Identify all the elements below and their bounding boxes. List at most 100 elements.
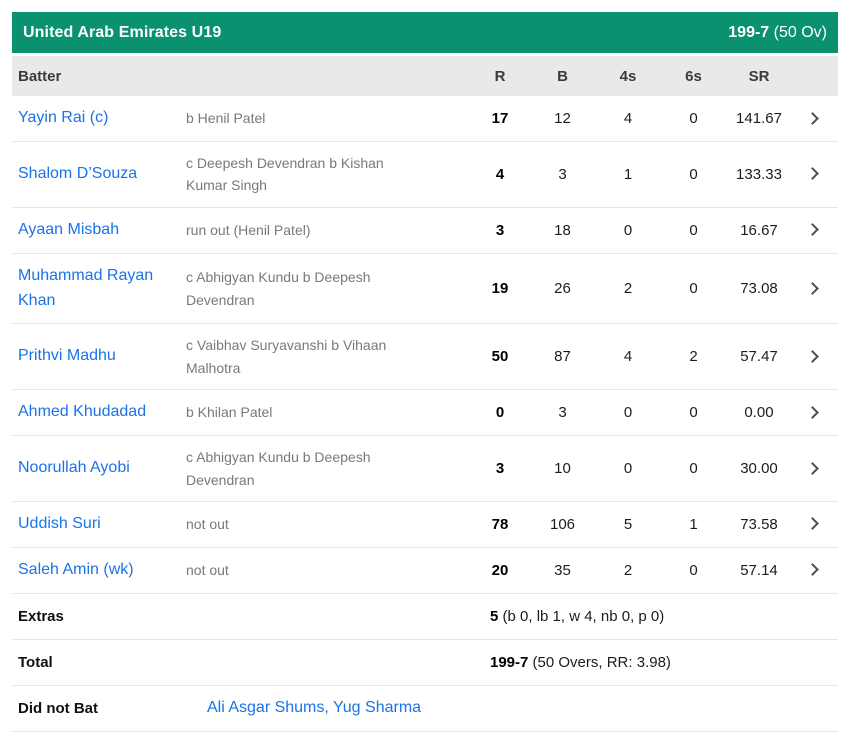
batter-name-link[interactable]: Yayin Rai (c) <box>18 109 109 127</box>
chevron-right-icon[interactable] <box>805 167 819 181</box>
did-not-bat-players[interactable]: Ali Asgar Shums, Yug Sharma <box>207 699 422 717</box>
chevron-right-icon[interactable] <box>805 405 819 419</box>
chevron-right-icon[interactable] <box>805 111 819 125</box>
table-row[interactable]: Noorullah Ayobi c Abhigyan Kundu b Deepe… <box>12 436 838 502</box>
dismissal-text: c Vaibhav Suryavanshi b Vihaan Malhotra <box>186 337 387 376</box>
sixes-cell: 2 <box>689 348 698 366</box>
total-row: Total 199-7 (50 Overs, RR: 3.98) <box>12 639 838 686</box>
team-score: 199-7 (50 Ov) <box>728 24 827 42</box>
sixes-cell: 0 <box>689 221 698 239</box>
dismissal-cell: b Khilan Patel <box>186 401 470 423</box>
batter-name-link[interactable]: Muhammad Rayan Khan <box>18 266 154 309</box>
fours-cell: 0 <box>623 221 633 239</box>
column-batter: Batter <box>18 67 62 85</box>
batter-name-link[interactable]: Noorullah Ayobi <box>18 459 130 477</box>
batter-name-link[interactable]: Saleh Amin (wk) <box>18 561 134 579</box>
strike-rate-cell: 57.47 <box>740 348 778 366</box>
table-row[interactable]: Muhammad Rayan Khan c Abhigyan Kundu b D… <box>12 253 838 325</box>
table-column-header: Batter R B 4s 6s SR <box>12 56 838 96</box>
balls-cell: 18 <box>554 221 571 239</box>
dismissal-text: c Deepesh Devendran b Kishan Kumar Singh <box>186 155 384 194</box>
dismissal-cell: b Henil Patel <box>186 107 470 129</box>
balls-cell: 87 <box>554 348 571 366</box>
table-row[interactable]: Prithvi Madhu c Vaibhav Suryavanshi b Vi… <box>12 324 838 391</box>
row-expand-cell[interactable] <box>792 404 832 422</box>
batter-name-link[interactable]: Prithvi Madhu <box>18 347 116 365</box>
table-row[interactable]: Shalom D’Souza c Deepesh Devendran b Kis… <box>12 142 838 208</box>
column-sixes: 6s <box>685 67 702 85</box>
dismissal-cell: not out <box>186 559 470 581</box>
batter-name-cell: Prithvi Madhu <box>18 344 186 369</box>
row-expand-cell[interactable] <box>792 515 832 533</box>
balls-cell: 12 <box>554 110 571 127</box>
column-strike-rate: SR <box>748 67 770 85</box>
row-expand-cell[interactable] <box>792 460 832 478</box>
row-expand-cell[interactable] <box>792 561 832 579</box>
dismissal-text: c Abhigyan Kundu b Deepesh Devendran <box>186 449 371 488</box>
runs-cell: 3 <box>495 221 505 239</box>
chevron-right-icon[interactable] <box>805 349 819 363</box>
dismissal-text: not out <box>186 516 229 533</box>
chevron-right-icon[interactable] <box>805 461 819 475</box>
row-expand-cell[interactable] <box>792 348 832 366</box>
batter-name-cell: Yayin Rai (c) <box>18 106 186 131</box>
dismissal-cell: c Deepesh Devendran b Kishan Kumar Singh <box>186 152 470 197</box>
row-expand-cell[interactable] <box>792 165 832 183</box>
batter-name-link[interactable]: Ayaan Misbah <box>18 220 120 238</box>
score-value: 199-7 <box>728 23 770 41</box>
fours-cell: 4 <box>623 110 633 127</box>
chevron-right-icon[interactable] <box>805 563 819 577</box>
table-row[interactable]: Ayaan Misbah run out (Henil Patel) 3 18 … <box>12 207 838 254</box>
sixes-cell: 1 <box>689 515 698 533</box>
chevron-right-icon[interactable] <box>805 223 819 237</box>
table-row[interactable]: Uddish Suri not out 78 106 5 1 73.58 <box>12 501 838 548</box>
balls-cell: 106 <box>549 515 576 533</box>
chevron-right-icon[interactable] <box>805 281 819 295</box>
sixes-cell: 0 <box>689 280 698 298</box>
dismissal-text: c Abhigyan Kundu b Deepesh Devendran <box>186 269 371 308</box>
batter-name-link[interactable]: Ahmed Khudadad <box>18 403 147 421</box>
runs-cell: 50 <box>491 348 509 366</box>
chevron-right-icon[interactable] <box>805 517 819 531</box>
dismissal-cell: run out (Henil Patel) <box>186 219 470 241</box>
table-row[interactable]: Saleh Amin (wk) not out 20 35 2 0 57.14 <box>12 547 838 594</box>
table-row[interactable]: Yayin Rai (c) b Henil Patel 17 12 4 0 14… <box>12 96 838 142</box>
runs-cell: 17 <box>491 110 509 127</box>
did-not-bat-label: Did not Bat <box>18 699 98 717</box>
batter-rows-container: Yayin Rai (c) b Henil Patel 17 12 4 0 14… <box>12 96 838 594</box>
column-balls: B <box>557 67 568 85</box>
did-not-bat-row: Did not Bat Ali Asgar Shums, Yug Sharma <box>12 685 838 732</box>
strike-rate-cell: 141.67 <box>736 110 782 127</box>
extras-count: 5 <box>490 607 499 625</box>
balls-cell: 10 <box>554 460 571 478</box>
batter-name-cell: Uddish Suri <box>18 512 186 537</box>
batter-name-link[interactable]: Uddish Suri <box>18 515 101 533</box>
team-header-bar: United Arab Emirates U19 199-7 (50 Ov) <box>12 12 838 53</box>
strike-rate-cell: 30.00 <box>740 460 778 478</box>
fours-cell: 2 <box>623 280 633 298</box>
row-expand-cell[interactable] <box>792 110 832 128</box>
dismissal-text: not out <box>186 562 229 579</box>
fours-cell: 2 <box>623 561 633 579</box>
balls-cell: 35 <box>554 561 571 579</box>
sixes-cell: 0 <box>689 110 698 127</box>
strike-rate-cell: 0.00 <box>744 404 774 422</box>
column-runs: R <box>494 67 506 85</box>
fours-cell: 1 <box>623 165 633 183</box>
batter-name-cell: Shalom D’Souza <box>18 162 186 187</box>
dismissal-text: run out (Henil Patel) <box>186 222 311 239</box>
row-expand-cell[interactable] <box>792 280 832 298</box>
runs-cell: 78 <box>491 515 509 533</box>
batter-name-cell: Ahmed Khudadad <box>18 400 186 425</box>
dismissal-text: b Henil Patel <box>186 110 266 127</box>
team-name: United Arab Emirates U19 <box>23 23 222 41</box>
strike-rate-cell: 16.67 <box>740 221 778 239</box>
table-row[interactable]: Ahmed Khudadad b Khilan Patel 0 3 0 0 0.… <box>12 390 838 437</box>
batter-name-cell: Muhammad Rayan Khan <box>18 264 186 314</box>
strike-rate-cell: 73.08 <box>740 280 778 298</box>
column-fours: 4s <box>619 67 637 85</box>
row-expand-cell[interactable] <box>792 221 832 239</box>
dismissal-cell: c Abhigyan Kundu b Deepesh Devendran <box>186 266 470 311</box>
batter-name-link[interactable]: Shalom D’Souza <box>18 164 138 182</box>
fours-cell: 0 <box>623 404 633 422</box>
